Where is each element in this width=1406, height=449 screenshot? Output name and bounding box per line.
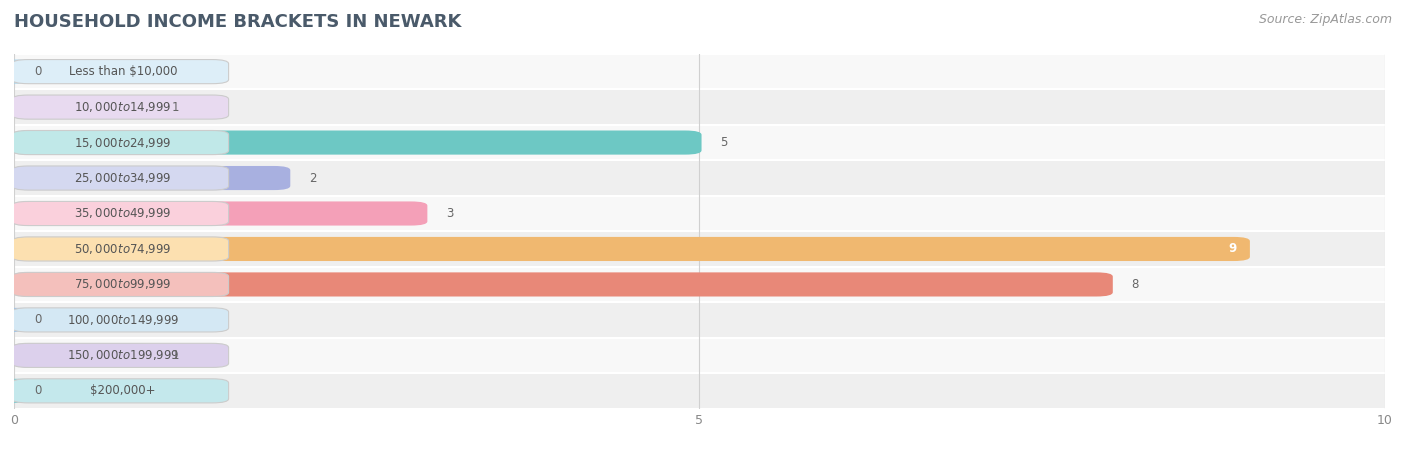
FancyBboxPatch shape [13,273,229,296]
FancyBboxPatch shape [0,308,28,332]
Text: $25,000 to $34,999: $25,000 to $34,999 [75,171,172,185]
FancyBboxPatch shape [13,343,153,367]
Text: HOUSEHOLD INCOME BRACKETS IN NEWARK: HOUSEHOLD INCOME BRACKETS IN NEWARK [14,13,461,31]
Bar [14,231,1385,267]
Bar [14,125,1385,160]
FancyBboxPatch shape [13,237,229,261]
Bar [14,196,1385,231]
FancyBboxPatch shape [13,60,229,84]
Text: Less than $10,000: Less than $10,000 [69,65,177,78]
FancyBboxPatch shape [13,273,1112,296]
Bar [14,373,1385,409]
Text: 0: 0 [35,65,42,78]
Text: 0: 0 [35,384,42,397]
FancyBboxPatch shape [13,95,153,119]
Text: 8: 8 [1132,278,1139,291]
Text: $100,000 to $149,999: $100,000 to $149,999 [67,313,179,327]
FancyBboxPatch shape [13,95,229,119]
FancyBboxPatch shape [13,237,1250,261]
Text: 1: 1 [172,101,179,114]
Bar [14,160,1385,196]
Text: 5: 5 [720,136,727,149]
FancyBboxPatch shape [13,202,229,225]
Text: 2: 2 [309,172,316,185]
FancyBboxPatch shape [13,379,229,403]
Bar [14,267,1385,302]
FancyBboxPatch shape [0,60,28,84]
Text: $50,000 to $74,999: $50,000 to $74,999 [75,242,172,256]
FancyBboxPatch shape [13,131,702,154]
Text: 3: 3 [446,207,453,220]
Text: $200,000+: $200,000+ [90,384,156,397]
FancyBboxPatch shape [13,166,229,190]
FancyBboxPatch shape [0,379,28,403]
FancyBboxPatch shape [13,131,229,154]
Text: 9: 9 [1229,242,1237,255]
Text: $15,000 to $24,999: $15,000 to $24,999 [75,136,172,150]
Text: 0: 0 [35,313,42,326]
Text: $75,000 to $99,999: $75,000 to $99,999 [75,277,172,291]
Text: 1: 1 [172,349,179,362]
FancyBboxPatch shape [13,202,427,225]
Bar [14,54,1385,89]
Bar [14,89,1385,125]
Text: $150,000 to $199,999: $150,000 to $199,999 [67,348,179,362]
FancyBboxPatch shape [13,343,229,367]
Text: $10,000 to $14,999: $10,000 to $14,999 [75,100,172,114]
Text: Source: ZipAtlas.com: Source: ZipAtlas.com [1258,13,1392,26]
FancyBboxPatch shape [13,308,229,332]
FancyBboxPatch shape [13,166,290,190]
Bar [14,338,1385,373]
Bar [14,302,1385,338]
Text: $35,000 to $49,999: $35,000 to $49,999 [75,207,172,220]
